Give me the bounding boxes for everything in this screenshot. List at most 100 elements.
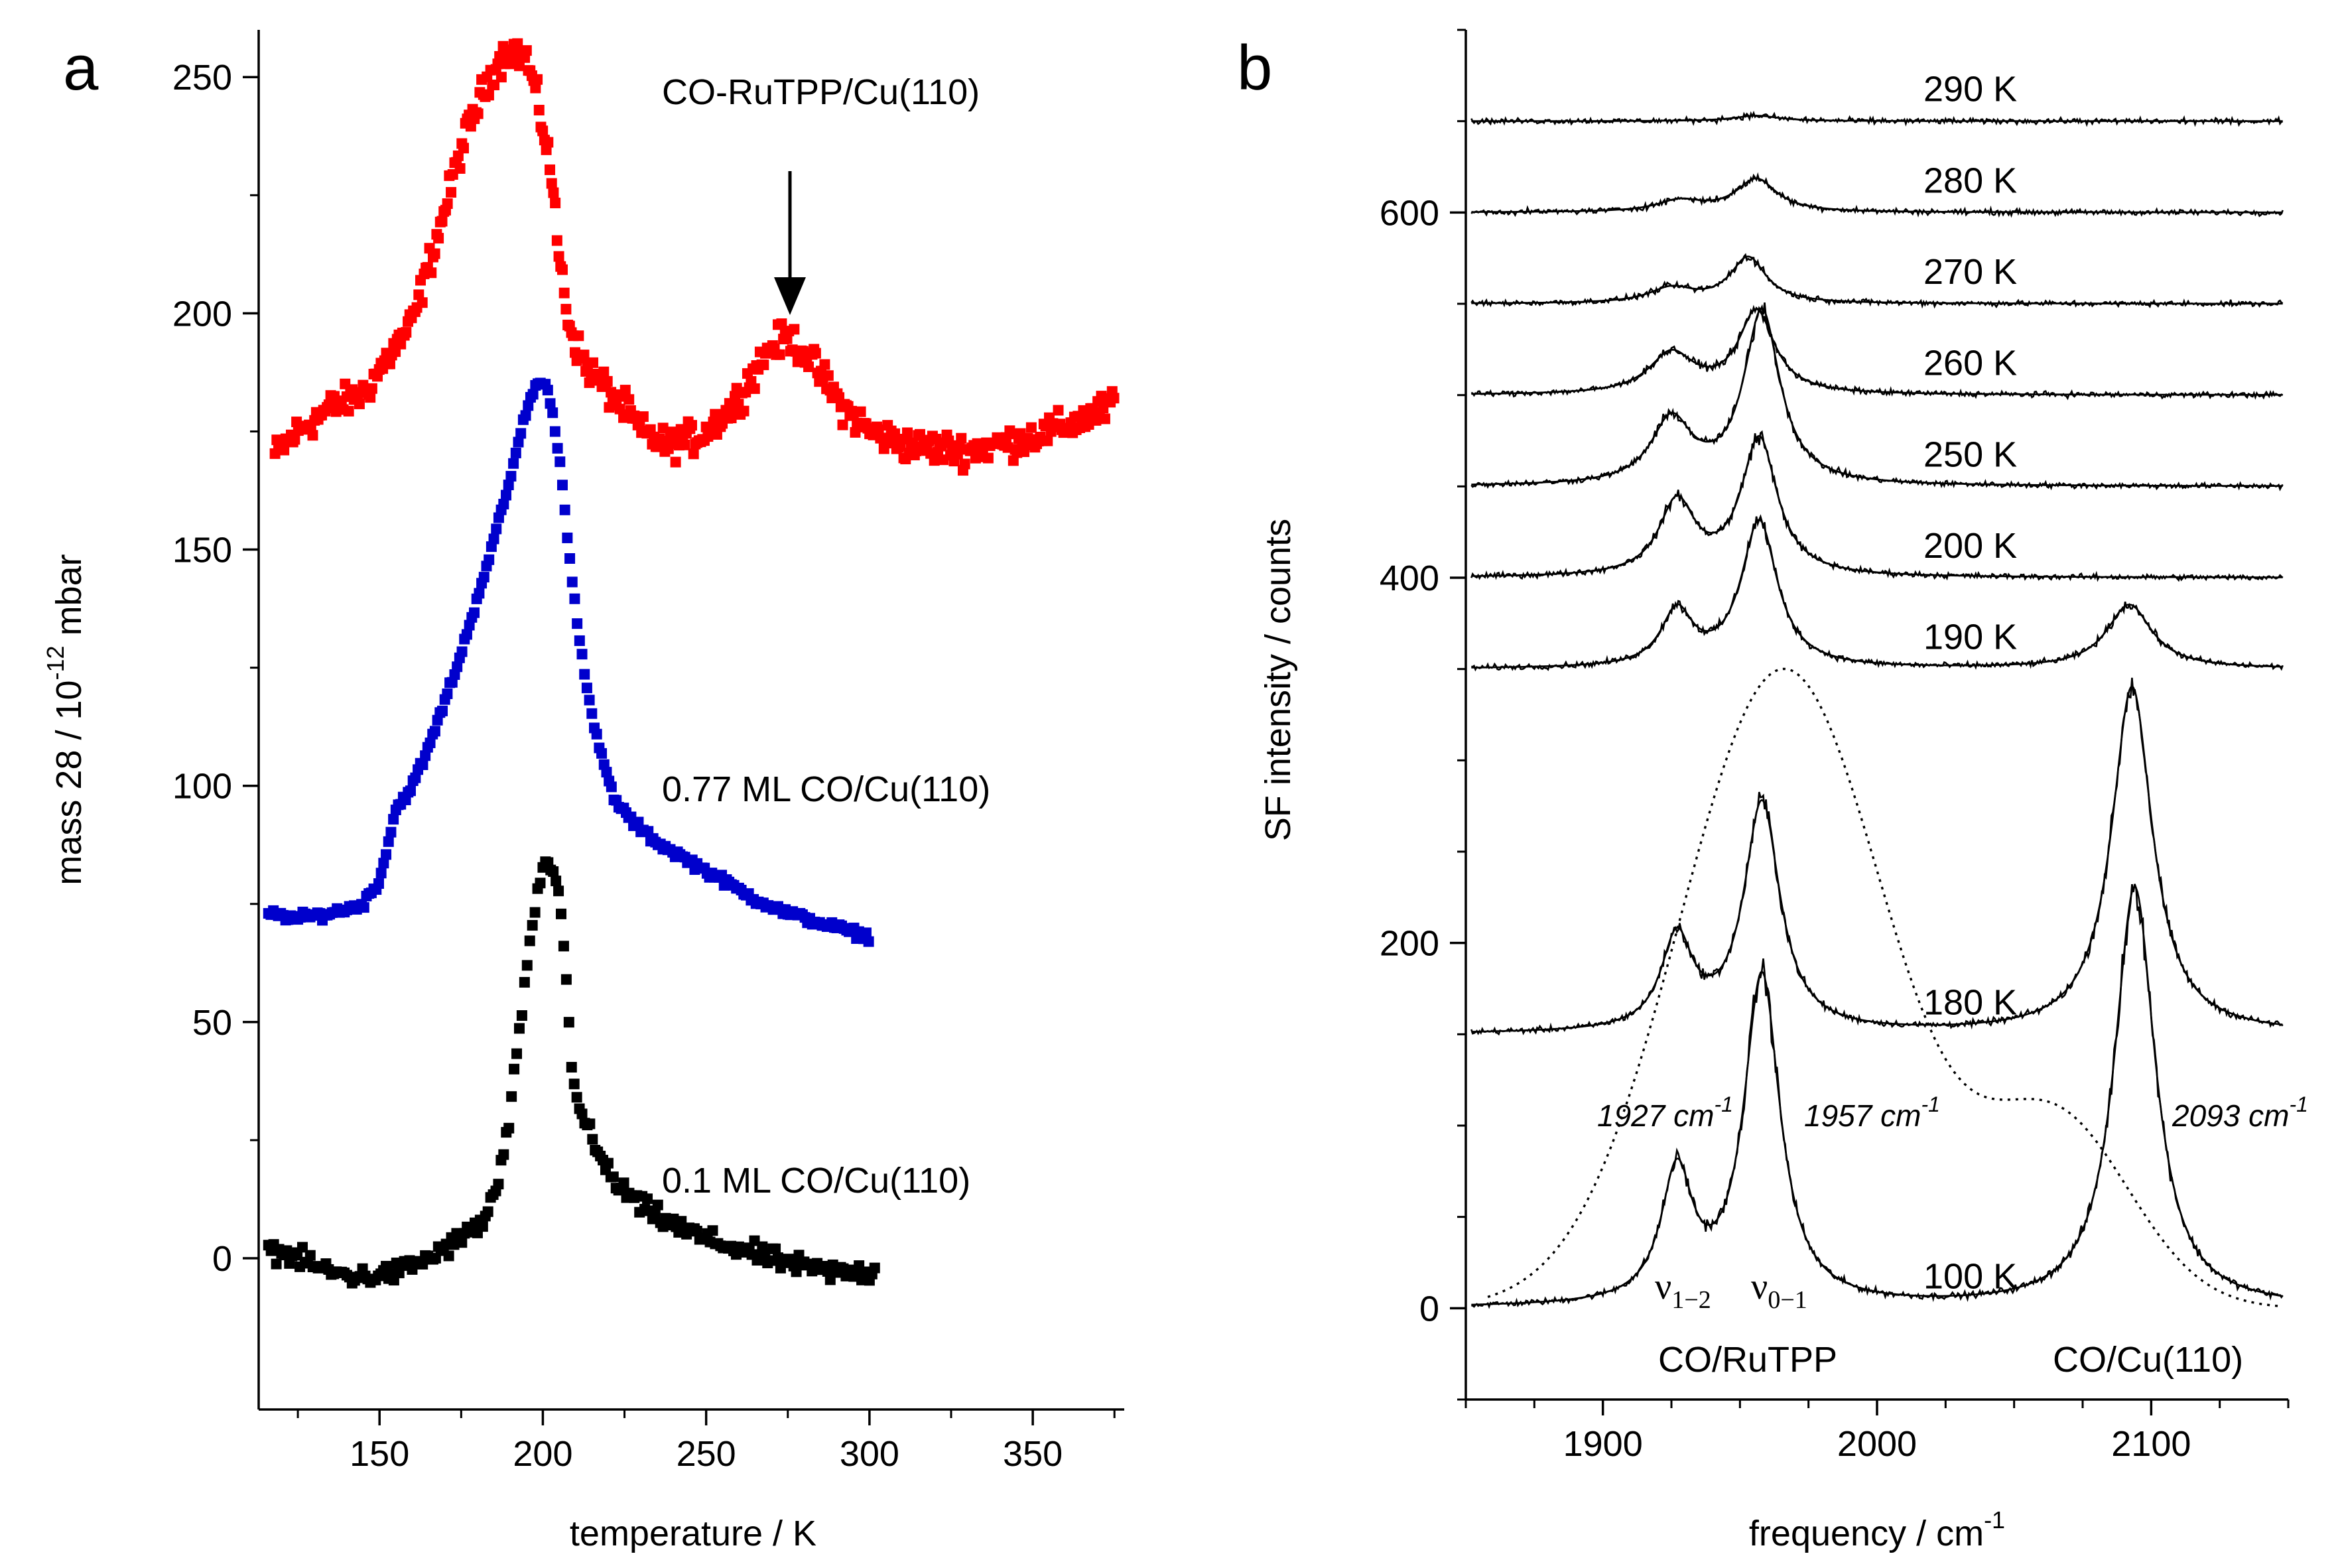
data-point [395, 338, 407, 350]
data-point [513, 436, 524, 448]
data-point [384, 358, 395, 369]
data-point [869, 1262, 880, 1274]
spectrum-fit-line [1471, 255, 2283, 305]
data-point [388, 814, 399, 825]
data-point [472, 108, 484, 119]
data-point [707, 1225, 718, 1236]
data-point [426, 267, 437, 279]
spectrum-data-line [1471, 514, 2284, 672]
panel-b-x-label: frequency / cm-1 [1749, 1506, 2005, 1553]
panel-a: a 150 200 250 300 350 0 50 100 150 200 250 tempera… [42, 30, 1124, 1553]
data-point [527, 920, 538, 931]
data-point [578, 350, 590, 361]
data-point [373, 878, 384, 889]
panel-b-temperature-labels: 100 K 180 K 190 K 200 K 250 K 260 K 270 K 280 K… [1923, 70, 2017, 1297]
data-point [521, 45, 532, 56]
data-point [498, 498, 509, 509]
data-point [566, 576, 578, 588]
spectrum-data-line [1470, 172, 2284, 218]
data-point [477, 1221, 488, 1232]
series-red [269, 38, 1120, 476]
data-point [588, 357, 599, 368]
temperature-label: 280 K [1923, 161, 2017, 200]
panel-a-letter: a [63, 33, 99, 103]
data-point [774, 349, 785, 360]
panel-a-x-tick-label: 350 [1003, 1434, 1063, 1474]
peak-label-1957: 1957 cm-1 [1804, 1092, 1940, 1133]
panel-b-y-tick-label: 200 [1380, 924, 1439, 964]
data-point [822, 370, 834, 381]
spectrum-fit-line [1471, 115, 2283, 122]
data-point [417, 297, 428, 308]
data-point [501, 490, 512, 501]
data-point [506, 1091, 517, 1102]
data-point [553, 251, 564, 262]
data-point [378, 858, 389, 869]
data-point [581, 683, 592, 694]
data-point [608, 1171, 619, 1183]
panel-b-letter: b [1237, 33, 1272, 103]
data-point [758, 359, 769, 371]
peak-label-2093: 2093 cm-1 [2172, 1092, 2308, 1133]
data-point [410, 772, 421, 783]
data-point [401, 327, 412, 338]
nu-0-1-label: ν0−1 [1751, 1266, 1807, 1314]
data-point [521, 960, 533, 971]
data-point [503, 1122, 515, 1134]
data-point [527, 389, 539, 400]
spectrum-260-k [1470, 304, 2284, 401]
data-point [749, 383, 760, 394]
nu-1-2-label: ν1−2 [1655, 1266, 1711, 1314]
panel-a-data-points [263, 38, 1120, 1289]
data-point [296, 1242, 308, 1253]
data-point [803, 361, 814, 372]
data-point [598, 366, 610, 377]
data-point [789, 324, 800, 335]
data-point [458, 143, 470, 154]
spectrum-280-k [1470, 172, 2284, 218]
data-point [442, 688, 453, 700]
label-co-rutpp: CO-RuTPP/Cu(110) [662, 72, 980, 112]
temperature-label: 260 K [1923, 344, 2017, 383]
data-point [574, 635, 585, 646]
data-point [515, 428, 527, 439]
panel-a-x-tick-label: 150 [350, 1434, 409, 1474]
data-point [623, 394, 635, 405]
data-point [596, 748, 608, 759]
data-point [307, 430, 318, 441]
data-point [383, 836, 394, 847]
data-point [289, 434, 300, 445]
panel-a-x-label: temperature / K [570, 1514, 816, 1553]
data-point [1025, 422, 1037, 433]
data-point [542, 385, 553, 396]
data-point [509, 1063, 520, 1075]
panel-a-y-tick-label: 100 [172, 767, 232, 807]
data-point [474, 588, 485, 599]
data-point [1090, 415, 1102, 426]
data-point [545, 164, 556, 175]
panel-b-x-tick-label: 2100 [2111, 1424, 2191, 1464]
panel-b-x-tick-label: 1900 [1563, 1424, 1643, 1464]
data-point [443, 1250, 454, 1262]
data-point [456, 646, 468, 657]
data-point [429, 248, 440, 259]
data-point [551, 235, 562, 246]
spectrum-fit-line [1471, 519, 2283, 669]
spectrum-270-k [1470, 253, 2284, 309]
data-point [562, 532, 573, 543]
data-point [619, 385, 631, 396]
data-point [576, 1108, 588, 1120]
data-point [568, 1078, 580, 1090]
data-point [429, 726, 440, 737]
data-point [497, 40, 509, 52]
data-point [959, 458, 970, 470]
data-point [679, 439, 690, 450]
data-point [547, 407, 558, 419]
data-point [554, 456, 566, 468]
data-point [556, 908, 567, 919]
data-point [982, 452, 994, 464]
desorption-arrow-head [774, 277, 806, 315]
series-blue [263, 377, 874, 947]
spectrum-data-line [1470, 253, 2284, 309]
